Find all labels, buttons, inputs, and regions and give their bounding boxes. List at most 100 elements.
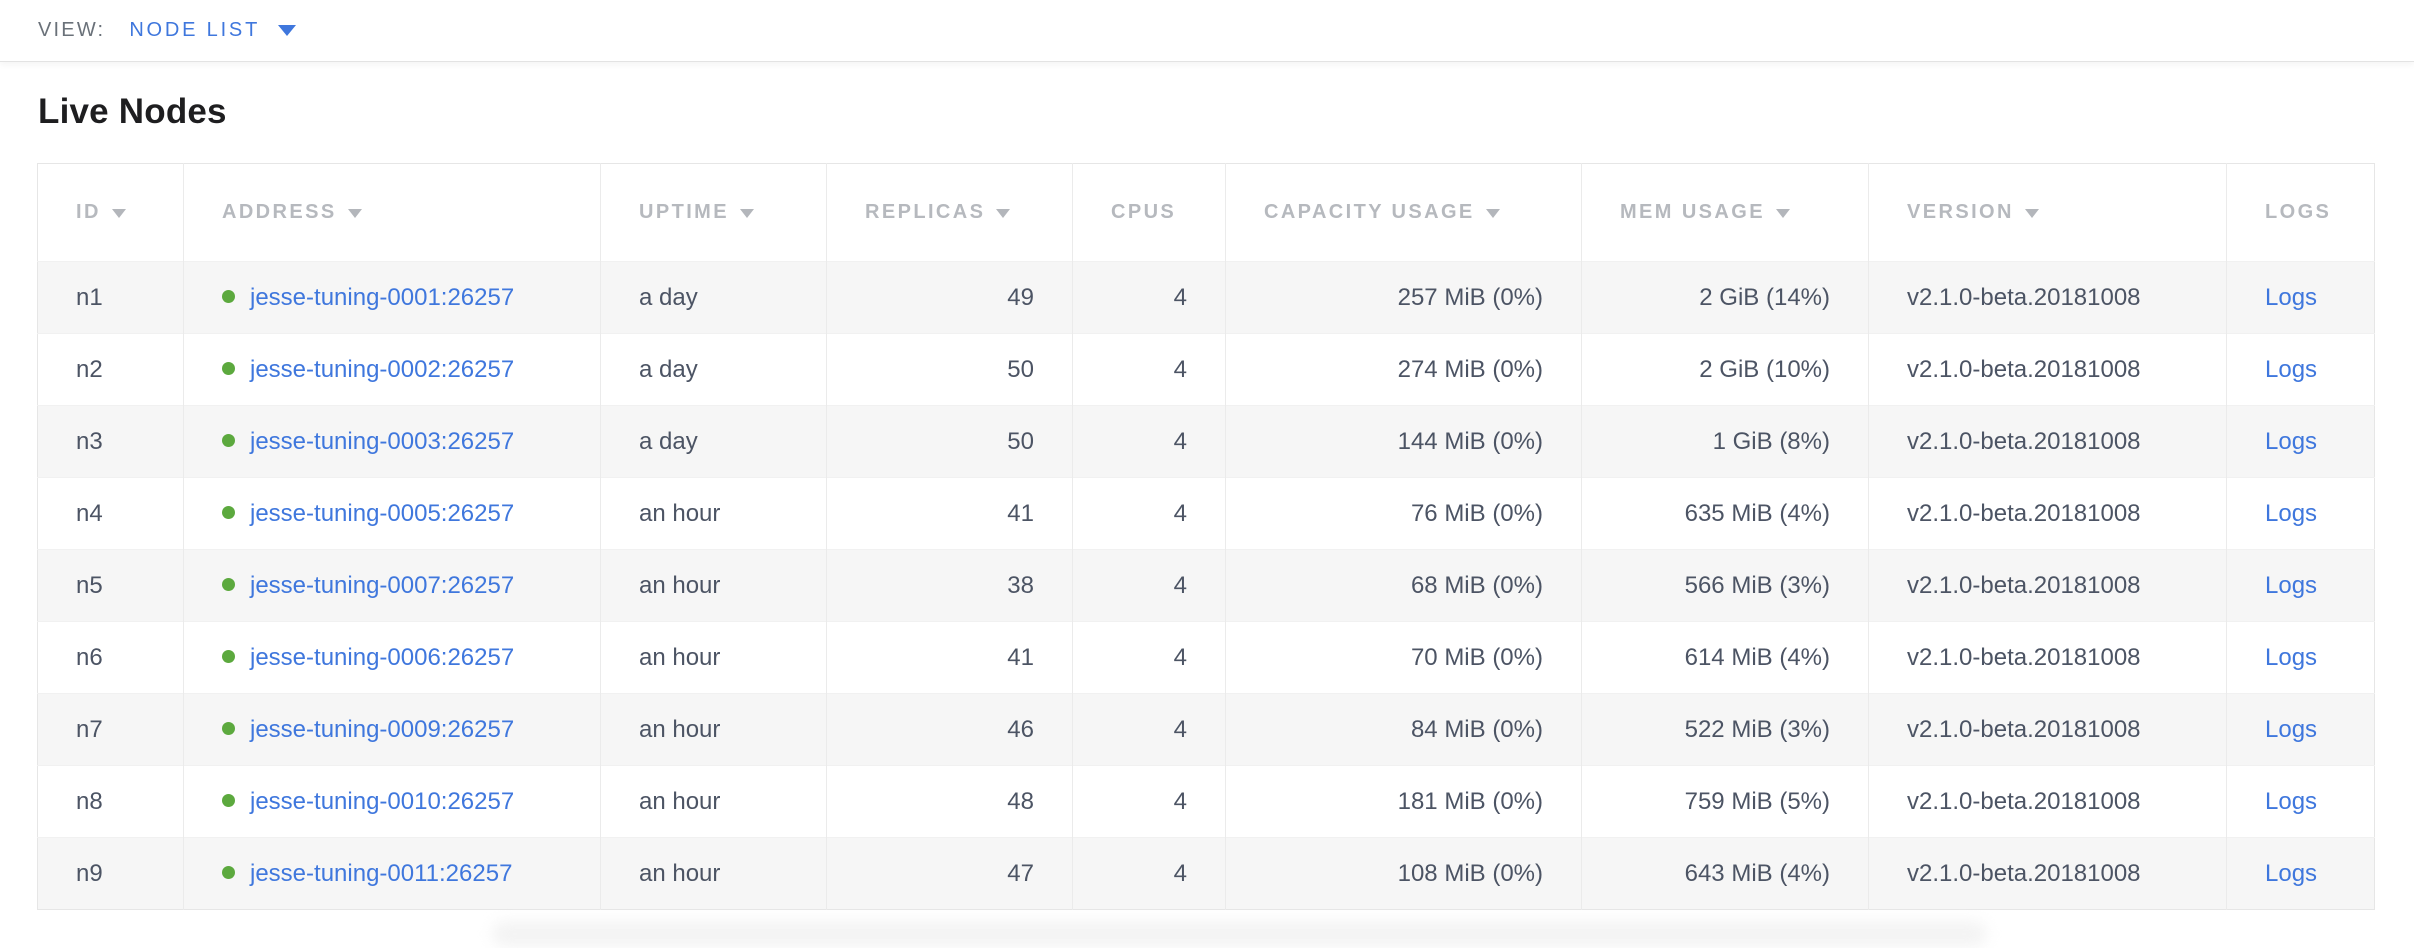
cell-mem: 2 GiB (10%) <box>1581 333 1869 406</box>
cell-id: n1 <box>37 261 184 334</box>
page-title: Live Nodes <box>38 92 227 131</box>
column-header-address[interactable]: ADDRESS <box>183 163 601 262</box>
view-label: VIEW: <box>38 19 106 41</box>
cell-replicas: 47 <box>826 837 1073 910</box>
column-header-replicas[interactable]: REPLICAS <box>826 163 1073 262</box>
column-header-label: ADDRESS <box>222 201 337 223</box>
cell-mem: 643 MiB (4%) <box>1581 837 1869 910</box>
table-row: n8 jesse-tuning-0010:26257 an hour 48 4 181 M… <box>37 765 2375 838</box>
cell-uptime: a day <box>600 261 827 334</box>
sort-arrow-icon <box>1775 209 1790 218</box>
table-row: n4 jesse-tuning-0005:26257 an hour 41 4 76 Mi… <box>37 477 2375 550</box>
column-header-label: ID <box>76 201 101 223</box>
node-status-icon <box>222 865 235 879</box>
column-header-uptime[interactable]: UPTIME <box>600 163 827 262</box>
cell-cpus: 4 <box>1072 621 1226 694</box>
column-header-capacity[interactable]: CAPACITY USAGE <box>1225 163 1582 262</box>
table-row: n7 jesse-tuning-0009:26257 an hour 46 4 84 Mi… <box>37 693 2375 766</box>
table-body: n1 jesse-tuning-0001:26257 a day 49 4 257 MiB… <box>37 261 2375 910</box>
cell-mem: 522 MiB (3%) <box>1581 693 1869 766</box>
column-header-label: UPTIME <box>639 201 729 223</box>
cell-version: v2.1.0-beta.20181008 <box>1868 549 2227 622</box>
cell-capacity: 108 MiB (0%) <box>1225 837 1582 910</box>
cell-replicas: 46 <box>826 693 1073 766</box>
cell-cpus: 4 <box>1072 261 1226 334</box>
node-address-link[interactable]: jesse-tuning-0010:26257 <box>250 787 515 815</box>
column-header-version[interactable]: VERSION <box>1868 163 2227 262</box>
column-header-label: VERSION <box>1907 201 2014 223</box>
cell-replicas: 48 <box>826 765 1073 838</box>
node-address-link[interactable]: jesse-tuning-0002:26257 <box>250 355 515 383</box>
logs-link[interactable]: Logs <box>2265 643 2318 671</box>
logs-link[interactable]: Logs <box>2265 787 2318 815</box>
cell-logs: Logs <box>2226 405 2375 478</box>
cell-uptime: an hour <box>600 693 827 766</box>
column-header-id[interactable]: ID <box>37 163 184 262</box>
view-dropdown[interactable]: NODE LIST <box>129 19 297 42</box>
node-address-link[interactable]: jesse-tuning-0009:26257 <box>250 715 515 743</box>
cell-logs: Logs <box>2226 477 2375 550</box>
logs-link[interactable]: Logs <box>2265 859 2318 887</box>
cell-uptime: an hour <box>600 477 827 550</box>
cell-cpus: 4 <box>1072 837 1226 910</box>
cell-capacity: 181 MiB (0%) <box>1225 765 1582 838</box>
node-status-icon <box>222 505 235 519</box>
cell-version: v2.1.0-beta.20181008 <box>1868 261 2227 334</box>
node-address-link[interactable]: jesse-tuning-0001:26257 <box>250 283 515 311</box>
cell-id: n8 <box>37 765 184 838</box>
node-address-link[interactable]: jesse-tuning-0007:26257 <box>250 571 515 599</box>
cell-address: jesse-tuning-0011:26257 <box>183 837 601 910</box>
cell-uptime: a day <box>600 405 827 478</box>
cell-version: v2.1.0-beta.20181008 <box>1868 333 2227 406</box>
cell-address: jesse-tuning-0003:26257 <box>183 405 601 478</box>
cell-replicas: 50 <box>826 333 1073 406</box>
node-address-link[interactable]: jesse-tuning-0006:26257 <box>250 643 515 671</box>
cell-capacity: 76 MiB (0%) <box>1225 477 1582 550</box>
cell-mem: 566 MiB (3%) <box>1581 549 1869 622</box>
cell-mem: 1 GiB (8%) <box>1581 405 1869 478</box>
cell-cpus: 4 <box>1072 549 1226 622</box>
node-address-link[interactable]: jesse-tuning-0005:26257 <box>250 499 515 527</box>
cell-capacity: 257 MiB (0%) <box>1225 261 1582 334</box>
cell-logs: Logs <box>2226 549 2375 622</box>
node-address-link[interactable]: jesse-tuning-0003:26257 <box>250 427 515 455</box>
chevron-down-icon <box>278 25 297 36</box>
cell-id: n3 <box>37 405 184 478</box>
node-address-link[interactable]: jesse-tuning-0011:26257 <box>250 859 513 887</box>
cell-id: n9 <box>37 837 184 910</box>
cell-capacity: 144 MiB (0%) <box>1225 405 1582 478</box>
column-header-label: MEM USAGE <box>1620 201 1765 223</box>
column-header-mem[interactable]: MEM USAGE <box>1581 163 1869 262</box>
cell-uptime: an hour <box>600 765 827 838</box>
cell-replicas: 38 <box>826 549 1073 622</box>
cell-replicas: 49 <box>826 261 1073 334</box>
logs-link[interactable]: Logs <box>2265 355 2318 383</box>
cell-logs: Logs <box>2226 261 2375 334</box>
cell-mem: 759 MiB (5%) <box>1581 765 1869 838</box>
table-row: n5 jesse-tuning-0007:26257 an hour 38 4 68 Mi… <box>37 549 2375 622</box>
cell-capacity: 84 MiB (0%) <box>1225 693 1582 766</box>
cell-id: n6 <box>37 621 184 694</box>
cell-address: jesse-tuning-0006:26257 <box>183 621 601 694</box>
cell-version: v2.1.0-beta.20181008 <box>1868 693 2227 766</box>
sort-arrow-icon <box>347 209 362 218</box>
cell-replicas: 41 <box>826 621 1073 694</box>
cell-cpus: 4 <box>1072 477 1226 550</box>
cell-id: n4 <box>37 477 184 550</box>
cell-id: n7 <box>37 693 184 766</box>
view-dropdown-value: NODE LIST <box>129 19 261 41</box>
logs-link[interactable]: Logs <box>2265 499 2318 527</box>
cell-uptime: an hour <box>600 549 827 622</box>
logs-link[interactable]: Logs <box>2265 571 2318 599</box>
table-header-row: ID ADDRESS UPTIME REPLICAS CPUS CAPACITY USAG… <box>37 163 2375 262</box>
logs-link[interactable]: Logs <box>2265 283 2318 311</box>
column-header-label: REPLICAS <box>865 201 986 223</box>
logs-link[interactable]: Logs <box>2265 715 2318 743</box>
cell-cpus: 4 <box>1072 765 1226 838</box>
logs-link[interactable]: Logs <box>2265 427 2318 455</box>
column-header-label: LOGS <box>2265 201 2332 223</box>
sort-arrow-icon <box>739 209 754 218</box>
cell-replicas: 41 <box>826 477 1073 550</box>
cell-version: v2.1.0-beta.20181008 <box>1868 621 2227 694</box>
horizontal-scrollbar[interactable] <box>492 921 1987 947</box>
